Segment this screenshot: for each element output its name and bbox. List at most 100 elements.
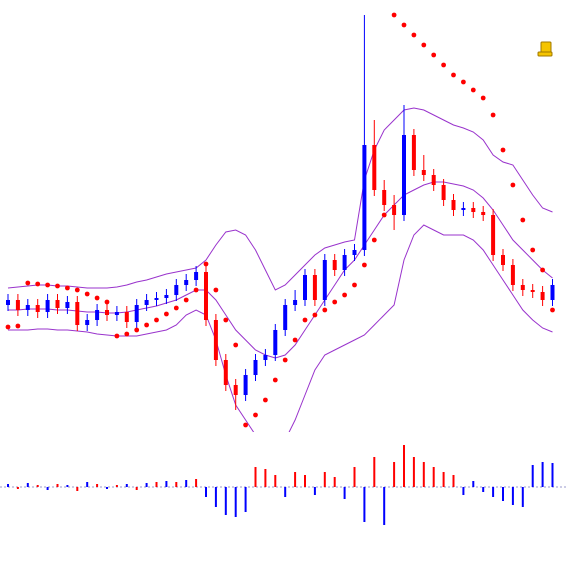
sar-dot: [540, 267, 545, 273]
candle-body: [303, 275, 307, 300]
candle-body: [164, 295, 169, 298]
sar-dot: [510, 182, 516, 188]
sar-dot: [411, 32, 417, 38]
sar-dot: [292, 337, 298, 343]
sar-dot: [243, 422, 249, 428]
histogram-bar: [393, 462, 396, 487]
sar-dot: [490, 112, 496, 118]
candle-body: [540, 292, 545, 300]
histogram-bar: [165, 481, 168, 487]
sar-dot: [342, 292, 347, 298]
histogram-bar: [96, 484, 99, 487]
sar-dot: [302, 317, 308, 323]
sar-dot: [352, 282, 357, 288]
sar-dot: [183, 297, 189, 303]
sar-dot: [193, 287, 199, 293]
sar-dot: [500, 147, 506, 153]
candle-body: [144, 300, 149, 305]
histogram-bar: [511, 487, 514, 505]
sar-dot: [332, 299, 338, 305]
histogram-bar: [244, 487, 247, 512]
candle-body: [105, 310, 109, 315]
sar-dot: [272, 377, 278, 383]
histogram-bar: [224, 487, 227, 515]
histogram-bar: [66, 485, 69, 487]
candle-body: [550, 285, 555, 300]
sar-dot: [84, 291, 90, 297]
candle-body: [491, 215, 496, 255]
sar-dot: [530, 247, 536, 253]
histogram-bar: [323, 472, 326, 487]
histogram-bar: [422, 462, 425, 487]
candle-body: [174, 285, 179, 295]
histogram-bar: [363, 487, 366, 522]
histogram-bar: [472, 481, 475, 487]
candle-body: [501, 255, 505, 265]
sar-dot: [65, 285, 70, 291]
sar-dot: [431, 52, 437, 58]
histogram-bar: [373, 457, 376, 487]
histogram-bar: [531, 465, 534, 487]
histogram-bar: [145, 483, 148, 487]
candle-body: [75, 302, 80, 325]
candle-body: [411, 135, 416, 170]
sar-dot: [371, 237, 377, 243]
histogram-bar: [56, 484, 59, 487]
candle-body: [342, 255, 347, 270]
candle-body: [204, 272, 208, 320]
histogram-bar: [502, 487, 504, 501]
histogram-bar: [36, 485, 39, 487]
candle-body: [15, 300, 20, 310]
candle-body: [520, 285, 525, 290]
histogram-bar: [254, 467, 257, 487]
candle-body: [332, 260, 337, 270]
candle-body: [481, 212, 486, 215]
candle-body: [461, 208, 466, 210]
histogram-bar: [234, 487, 237, 517]
candle-body: [95, 310, 100, 320]
sar-dot: [441, 62, 446, 68]
sar-dot: [94, 295, 100, 301]
candle-body: [510, 265, 515, 285]
candle-body: [312, 275, 317, 300]
histogram-bar: [294, 472, 297, 487]
histogram-bar: [76, 487, 79, 491]
sar-dot: [461, 79, 466, 85]
sar-dot: [520, 217, 526, 223]
oscillator-panel: [0, 445, 566, 525]
histogram-bar: [482, 487, 485, 492]
candle-body: [441, 185, 446, 200]
candle-body: [421, 170, 426, 175]
sar-dot: [213, 287, 219, 293]
candle-body: [253, 360, 258, 375]
histogram-bar: [135, 487, 138, 490]
candle-body: [184, 280, 189, 285]
sar-dot: [15, 323, 21, 329]
sar-dot: [114, 333, 120, 339]
histogram-bar: [383, 487, 386, 525]
sar-dot: [470, 87, 476, 93]
sar-dot: [253, 412, 258, 418]
histogram-bar: [452, 475, 455, 487]
candle-body: [382, 190, 387, 205]
histogram-bar: [343, 487, 346, 499]
histogram-bar: [205, 487, 207, 497]
histogram-bar: [106, 487, 108, 489]
histogram-bar: [16, 487, 19, 489]
candle-body: [154, 298, 159, 300]
histogram-bar: [521, 487, 524, 507]
sar-dot: [362, 262, 367, 268]
histogram-bar: [7, 484, 9, 487]
sar-dot: [282, 357, 288, 363]
candle-body: [6, 300, 10, 305]
candle-body: [431, 175, 436, 185]
sar-dot: [74, 287, 80, 293]
sar-dot: [134, 327, 140, 333]
sar-dot: [391, 12, 397, 18]
histogram-bar: [86, 482, 89, 487]
histogram-bar: [313, 487, 316, 495]
sar-dot: [381, 212, 387, 218]
middle-band: [8, 181, 553, 359]
